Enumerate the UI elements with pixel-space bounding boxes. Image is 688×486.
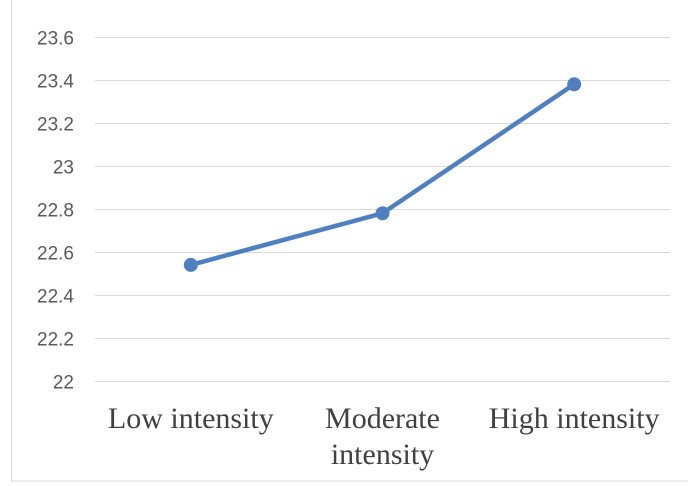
data-point: [183, 257, 198, 272]
y-tick-label: 22: [53, 373, 74, 394]
y-tick-label: 22.6: [37, 244, 74, 265]
y-tick-label: 22.2: [37, 330, 74, 351]
data-point: [567, 77, 582, 92]
x-tick-label: Low intensity: [108, 402, 274, 435]
series-layer: [183, 77, 582, 272]
x-tick-label: intensity: [331, 438, 434, 471]
y-tick-label: 23.4: [37, 72, 74, 93]
x-tick-label: Moderate: [325, 402, 440, 435]
x-tick-label: High intensity: [489, 402, 660, 435]
y-axis-tick-labels: 22 22.2 22.4 22.6 22.8 23 23.2 23.4 23.6: [37, 29, 74, 394]
y-tick-label: 23.6: [37, 29, 74, 50]
y-tick-label: 23: [53, 158, 74, 179]
y-tick-label: 23.2: [37, 115, 74, 136]
y-tick-label: 22.8: [37, 201, 74, 222]
y-tick-label: 22.4: [37, 287, 74, 308]
data-point: [375, 206, 390, 221]
gridlines: [95, 37, 670, 382]
